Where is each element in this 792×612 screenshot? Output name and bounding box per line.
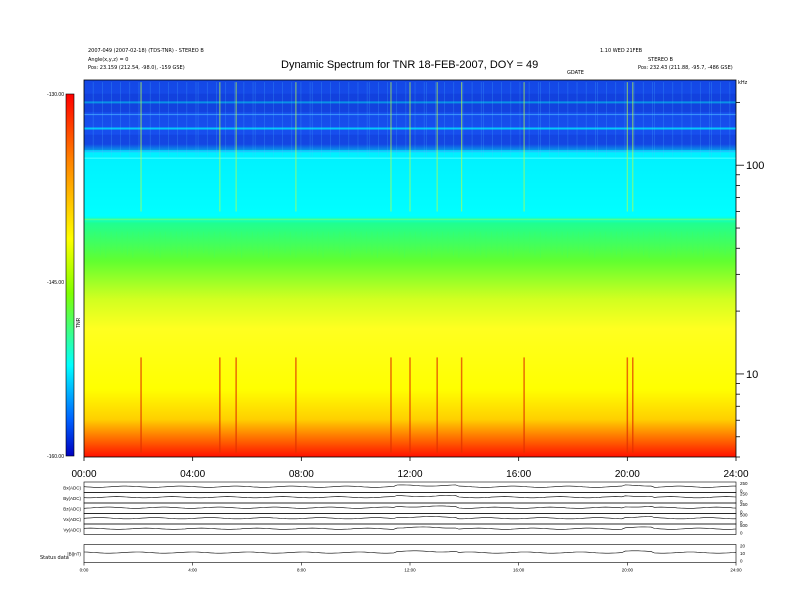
- panel-trace: [83, 505, 737, 509]
- y-tick-label: 10: [746, 369, 758, 381]
- panel-frame: [83, 544, 737, 563]
- x-tick-label: 24:00: [723, 469, 748, 480]
- panel-tick-label: 0: [740, 531, 743, 536]
- panel-tick-label: 0: [740, 510, 743, 515]
- panel-label: By(ADC): [63, 496, 81, 501]
- panel-tick-label: 0: [740, 520, 743, 525]
- panel-tick-label: 500: [740, 523, 748, 528]
- panel-tick-label: 250: [740, 502, 748, 507]
- header-right-line-3: Pos: 232.43 (211.88, -95.7, -486 GSE): [638, 65, 733, 71]
- panel-trace: [83, 516, 736, 520]
- panel-label: Vx(ADC): [63, 517, 81, 522]
- header-left-line-2: Angle(x,y,z) = 0: [88, 57, 129, 63]
- lower-x-tick-label: 0:00: [80, 568, 89, 573]
- panel-trace: [83, 526, 737, 530]
- header-right-line-2: STEREO B: [648, 57, 673, 63]
- footer-label: Status data: [40, 555, 69, 561]
- lower-x-tick-label: 8:00: [297, 568, 306, 573]
- panel-tick-label: 500: [740, 513, 748, 518]
- header-right-line-1: 1.10 WED 21FEB: [600, 48, 643, 54]
- colorbar-tick-label: -130.00: [47, 92, 64, 98]
- colorbar-label: TNR: [76, 317, 82, 328]
- panel-tick-label: 0: [740, 559, 743, 564]
- freq-unit-label: kHz: [738, 80, 748, 86]
- y-axis-right: 100 10: [736, 101, 764, 458]
- gdate-marker: GDATE: [567, 70, 584, 76]
- lower-x-tick-label: 20:00: [622, 568, 634, 573]
- panel-trace: [83, 495, 737, 499]
- panel-trace: [83, 484, 736, 488]
- panel-frame: [83, 481, 737, 493]
- panel-label: |B|(nT): [67, 552, 81, 557]
- lower-x-tick-label: 24:00: [730, 568, 742, 573]
- colorbar: [65, 93, 75, 457]
- colorbar-tick-label: -160.00: [47, 454, 64, 460]
- lower-x-tick-label: 16:00: [513, 568, 525, 573]
- panel-tick-label: 250: [740, 481, 748, 486]
- panel-tick-label: 0: [740, 499, 743, 504]
- panel-tick-label: 0: [740, 489, 743, 494]
- panel-trace: [83, 550, 737, 554]
- panel-tick-label: 250: [740, 492, 748, 497]
- x-tick-label: 04:00: [180, 469, 205, 480]
- colorbar-ticks: -130.00 -145.00 -160.00: [47, 92, 64, 460]
- panel-label: Vy(ADC): [63, 527, 81, 532]
- lower-x-tick-label: 12:00: [404, 568, 416, 573]
- panel-label: Bx(ADC): [63, 485, 81, 490]
- x-axis: 00:00 04:00 08:00 12:00 16:00 20:00 24:00: [71, 457, 749, 480]
- x-tick-label: 12:00: [397, 469, 422, 480]
- x-tick-label: 00:00: [71, 469, 96, 480]
- lower-panels: Bx(ADC)2500By(ADC)2500Bz(ADC)2500Vx(ADC)…: [63, 481, 748, 573]
- colorbar-tick-label: -145.00: [47, 280, 64, 286]
- chart-title: Dynamic Spectrum for TNR 18-FEB-2007, DO…: [281, 59, 539, 71]
- panel-tick-label: 10: [740, 551, 746, 556]
- header-left-line-1: 2007-049 (2007-02-18) (TDS-TNR) - STEREO…: [88, 48, 204, 54]
- panel-frame: [83, 492, 737, 504]
- lower-x-tick-label: 4:00: [188, 568, 197, 573]
- burst-streaks: [140, 82, 634, 453]
- x-tick-label: 16:00: [506, 469, 531, 480]
- x-tick-label: 20:00: [615, 469, 640, 480]
- y-tick-label: 100: [746, 160, 764, 172]
- panel-tick-label: 20: [740, 544, 746, 549]
- x-tick-label: 08:00: [289, 469, 314, 480]
- header-left-line-3: Pos: 23.159 (212.54, -98.0), -159 GSE): [88, 65, 185, 71]
- panel-label: Bz(ADC): [63, 506, 81, 511]
